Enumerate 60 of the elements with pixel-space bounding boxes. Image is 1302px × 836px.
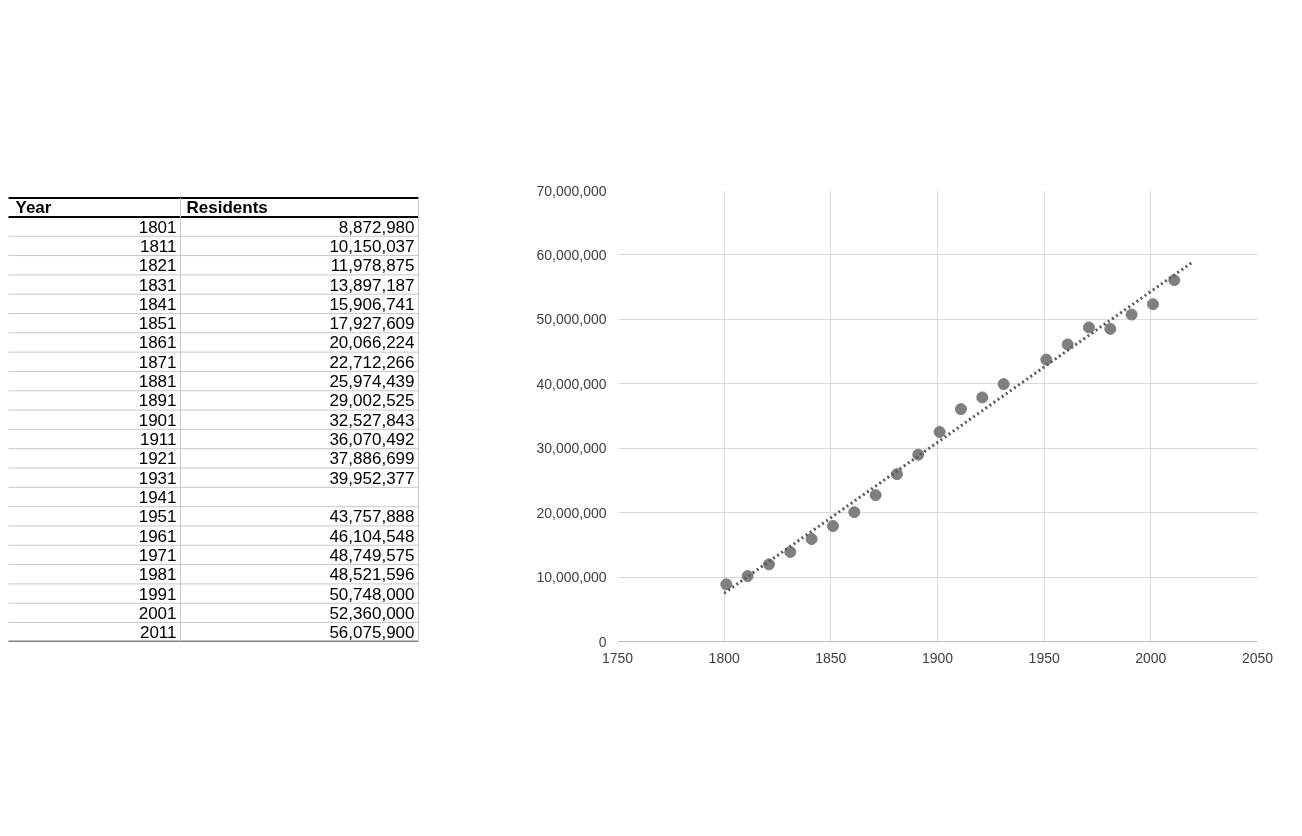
y-tick-label: 60,000,000 [536, 246, 607, 263]
text: 39,952,377 [329, 468, 415, 488]
text: 1831 [138, 275, 177, 295]
text: 17,927,609 [329, 314, 415, 334]
text: 46,104,548 [329, 526, 415, 546]
text: 2011 [139, 623, 177, 643]
y-tick-label: 30,000,000 [536, 440, 607, 457]
x-tick-label: 1900 [921, 649, 954, 666]
text: 13,897,187 [329, 275, 415, 295]
text: 1981 [138, 565, 177, 585]
text: 1811 [139, 236, 177, 256]
x-tick-label: 2050 [1241, 649, 1274, 666]
text: 1851 [138, 314, 177, 334]
x-tick-label: 1850 [815, 649, 847, 666]
y-tick-label: 40,000,000 [536, 375, 607, 392]
text: 48,521,596 [329, 565, 415, 585]
text: 1891 [138, 391, 177, 411]
text: 20,066,224 [329, 333, 415, 353]
y-tick-label: 50,000,000 [536, 311, 607, 328]
text: 1921 [138, 449, 177, 469]
text: Residents [186, 197, 268, 217]
text: 43,757,888 [329, 507, 415, 527]
text: 1961 [138, 526, 177, 546]
y-tick-label: 20,000,000 [536, 504, 607, 521]
text: 1881 [138, 372, 177, 392]
text: 1931 [138, 468, 177, 488]
text: 8,872,980 [338, 217, 415, 237]
text: 52,360,000 [329, 603, 415, 623]
text: 1821 [138, 256, 177, 276]
text: 1911 [139, 430, 177, 450]
text: 1801 [138, 217, 177, 237]
x-tick-label: 1950 [1028, 649, 1060, 666]
y-tick-label: 70,000,000 [536, 182, 607, 199]
text: 11,978,875 [330, 256, 415, 276]
text: 32,527,843 [329, 410, 415, 430]
text: 50,748,000 [329, 584, 415, 604]
x-tick-label: 1750 [601, 649, 634, 666]
text: 56,075,900 [329, 623, 415, 643]
x-tick-label: 2000 [1135, 649, 1167, 666]
text: 1941 [138, 487, 177, 507]
text: 48,749,575 [329, 545, 415, 565]
text: 1871 [138, 352, 177, 372]
text: 37,886,699 [329, 449, 415, 469]
y-tick-label: 10,000,000 [536, 569, 607, 586]
text: 1971 [138, 545, 177, 565]
text: 10,150,037 [329, 236, 415, 256]
text: 2001 [138, 603, 177, 623]
text: 1841 [138, 294, 177, 314]
y-tick-label: 0 [598, 633, 607, 650]
text: 1861 [138, 333, 177, 353]
text: 15,906,741 [329, 294, 415, 314]
x-tick-label: 1800 [708, 649, 740, 666]
text: 22,712,266 [329, 352, 415, 372]
text: 25,974,439 [329, 372, 415, 392]
text: 36,070,492 [329, 430, 415, 450]
text: 1951 [138, 507, 177, 527]
text: 29,002,525 [329, 391, 415, 411]
text: 1901 [138, 410, 177, 430]
text: 1991 [138, 584, 177, 604]
text: Year [15, 197, 52, 217]
